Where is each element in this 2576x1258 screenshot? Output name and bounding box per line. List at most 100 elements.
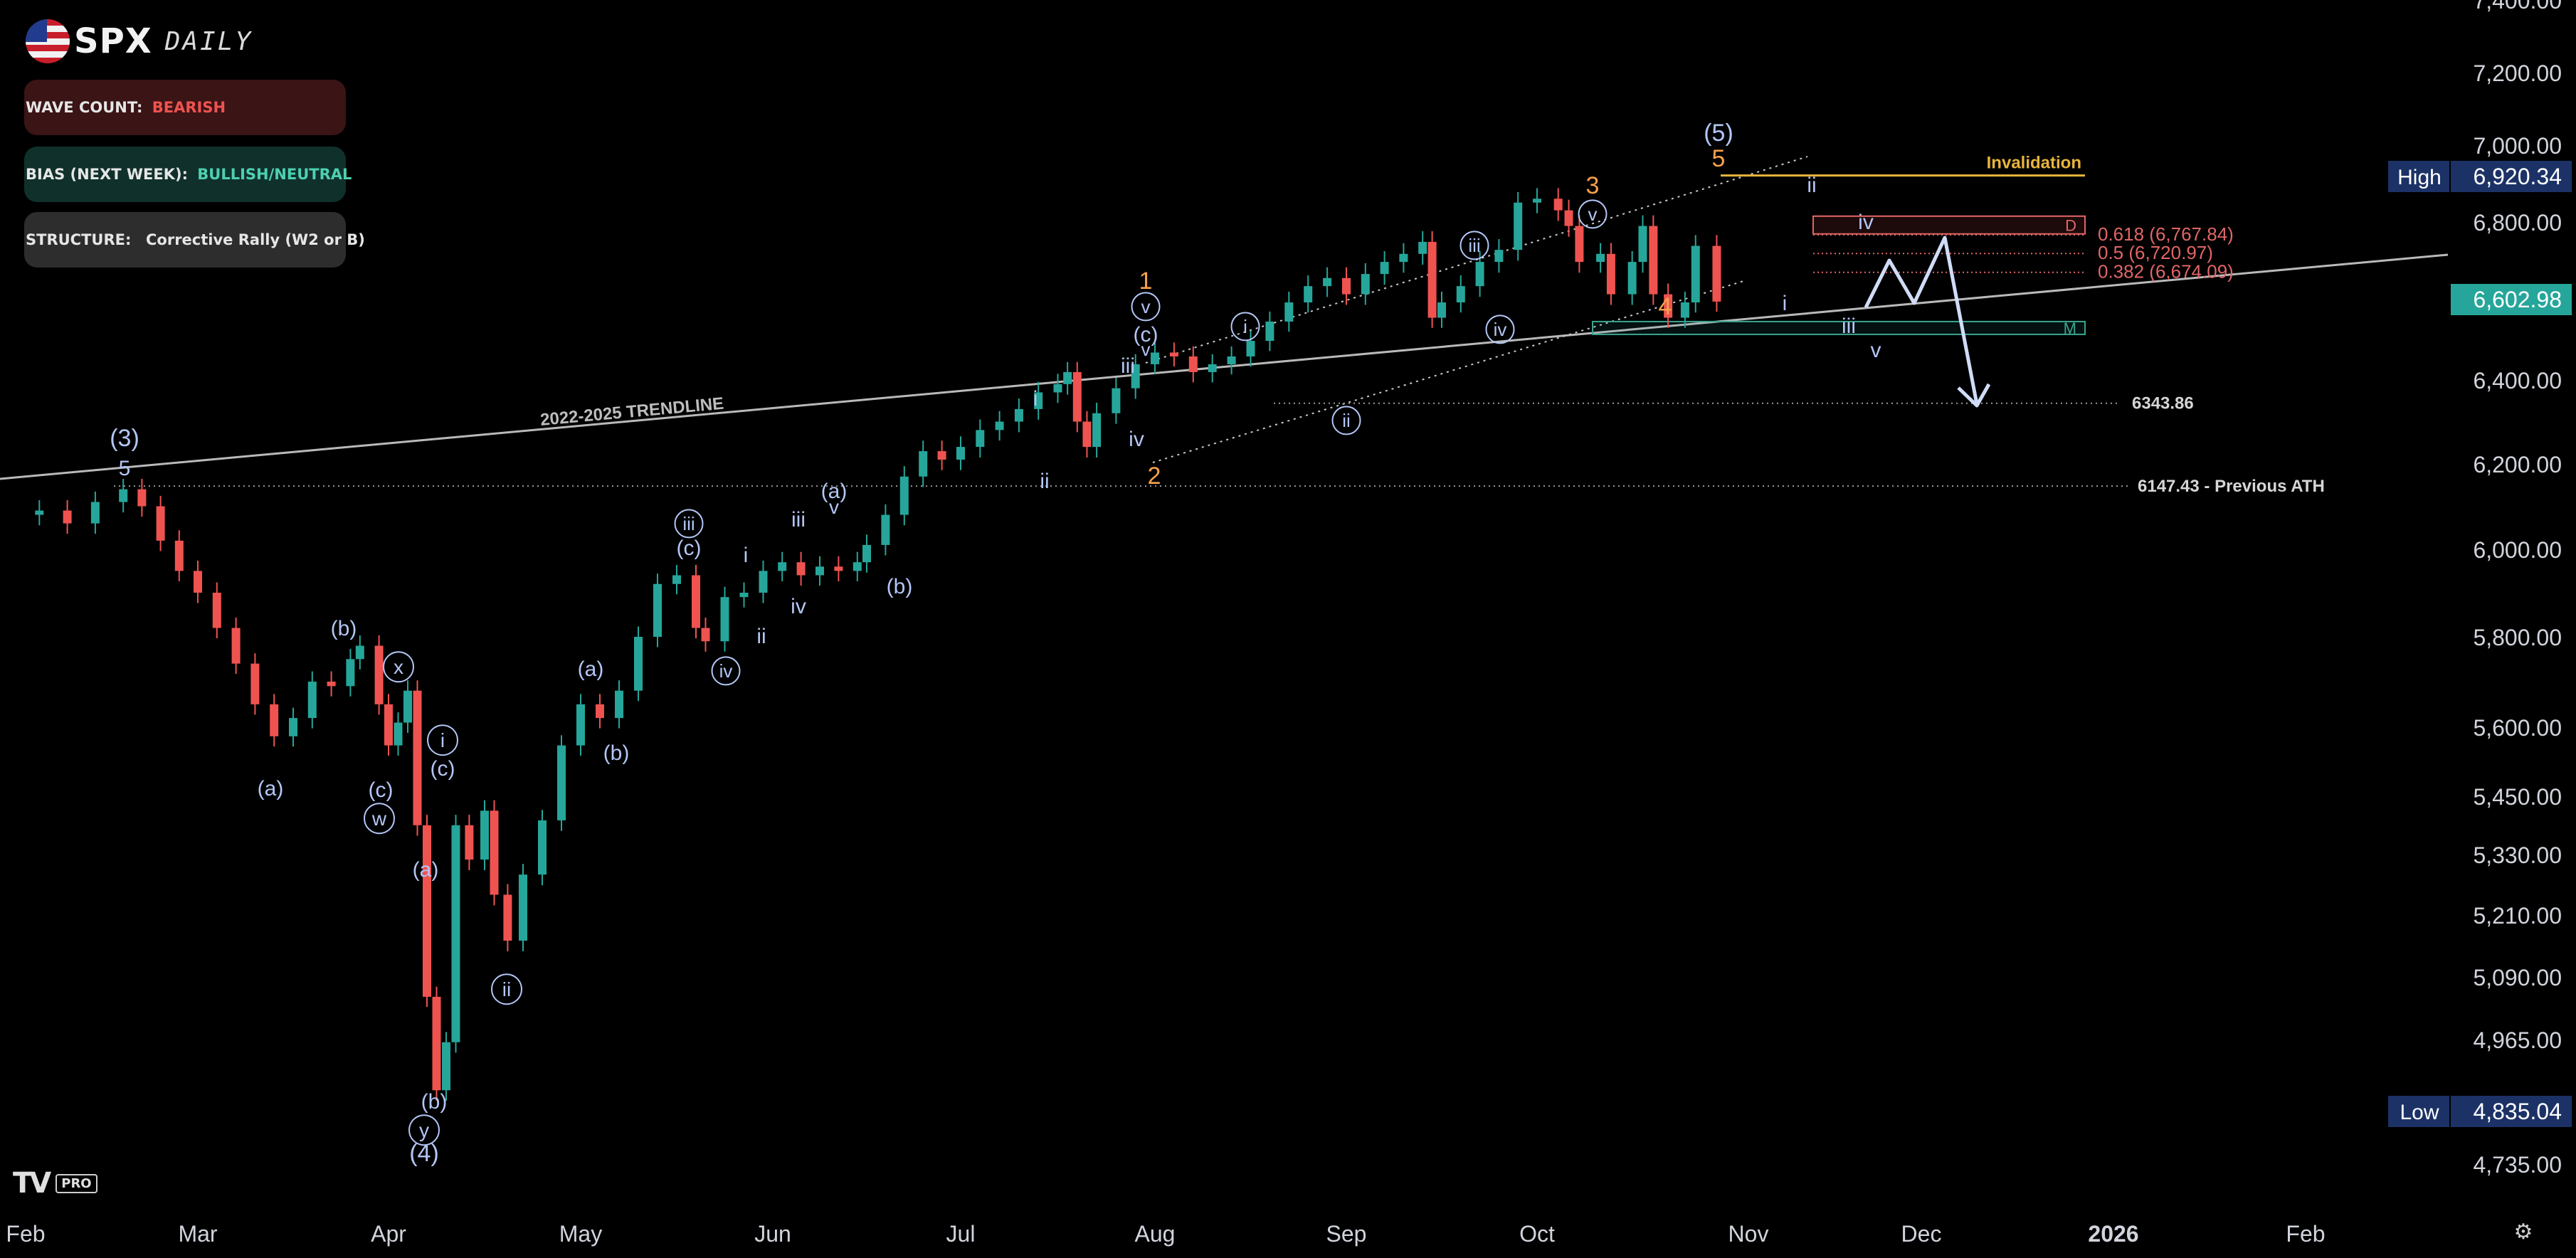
y-tick-label: 5,210.00 bbox=[2473, 903, 2562, 929]
candle-body bbox=[519, 874, 527, 941]
level-label: 6343.86 bbox=[2132, 394, 2194, 413]
x-tick-label: Sep bbox=[1326, 1221, 1367, 1247]
candle-body bbox=[834, 566, 843, 571]
candle-body bbox=[976, 430, 985, 448]
wave-label: (4) bbox=[409, 1140, 439, 1167]
wave-label: v bbox=[829, 496, 839, 518]
candle-body bbox=[1514, 202, 1523, 250]
wave-label: i bbox=[744, 544, 749, 567]
level-label: 0.618 (6,767.84) bbox=[2098, 223, 2234, 245]
candle-body bbox=[212, 592, 221, 628]
candle-body bbox=[63, 510, 72, 524]
candle-body bbox=[538, 820, 547, 875]
candle-body bbox=[1092, 413, 1102, 448]
panel-label: BIAS (NEXT WEEK): bbox=[26, 166, 194, 183]
x-tick-label: Feb bbox=[2286, 1221, 2325, 1247]
price-badge-value: 4,835.04 bbox=[2473, 1099, 2562, 1124]
support-zone bbox=[1592, 320, 2086, 335]
price-badge-label-bg bbox=[2388, 1096, 2449, 1127]
wave-label: iv bbox=[719, 660, 733, 682]
candle-body bbox=[862, 544, 871, 563]
wave-label-circle bbox=[711, 656, 741, 686]
candle-body bbox=[1456, 286, 1465, 302]
level-label: 0.382 (6,674.09) bbox=[2098, 261, 2234, 282]
candle-body bbox=[1437, 302, 1446, 318]
panel-value: BULLISH/NEUTRAL bbox=[197, 166, 352, 183]
trendline-2022-2025 bbox=[0, 253, 2449, 480]
candle-body bbox=[956, 447, 965, 460]
wave-label: ii bbox=[1040, 470, 1049, 493]
wave-label: v bbox=[1588, 204, 1598, 225]
wave-label: (c) bbox=[431, 757, 455, 781]
y-tick-label: 4,965.00 bbox=[2473, 1027, 2562, 1053]
candle-body bbox=[1169, 352, 1178, 356]
tradingview-logo: TV PRO bbox=[13, 1167, 97, 1200]
candle-body bbox=[1227, 356, 1236, 364]
gear-icon[interactable]: ⚙ bbox=[2513, 1220, 2533, 1244]
candle-body bbox=[289, 718, 297, 736]
wave-label-circle bbox=[427, 724, 458, 756]
candle-body bbox=[137, 489, 147, 507]
wave-label: iii bbox=[791, 508, 806, 532]
wave-label-circle bbox=[1230, 312, 1260, 342]
wave-label: v bbox=[1871, 339, 1881, 362]
wave-label: (c) bbox=[677, 536, 702, 560]
candle-body bbox=[1304, 286, 1313, 302]
x-tick-label: Nov bbox=[1728, 1221, 1769, 1247]
tv-logo-mark: TV bbox=[13, 1167, 51, 1200]
candle-body bbox=[1246, 341, 1255, 356]
candle-body bbox=[1112, 388, 1121, 413]
candle-body bbox=[720, 597, 729, 642]
y-tick-label: 5,090.00 bbox=[2473, 965, 2562, 990]
wave-label: x bbox=[394, 656, 403, 678]
tv-pro-badge: PRO bbox=[56, 1173, 97, 1193]
candle-body bbox=[759, 571, 768, 593]
candle-body bbox=[384, 704, 393, 746]
wave-label-circle bbox=[674, 509, 704, 539]
candle-body bbox=[270, 704, 279, 736]
panel-value: Corrective Rally (W2 or B) bbox=[146, 231, 365, 248]
candle-body bbox=[413, 690, 422, 825]
candle-body bbox=[327, 681, 336, 687]
wave-label: (a) bbox=[578, 657, 604, 681]
wave-label: (b) bbox=[331, 617, 357, 640]
candle-body bbox=[634, 637, 643, 691]
candle-body bbox=[1553, 199, 1563, 211]
candle-body bbox=[1131, 364, 1140, 388]
candle-body bbox=[1063, 371, 1072, 384]
candle-body bbox=[692, 575, 700, 628]
x-tick-label: Feb bbox=[6, 1221, 45, 1247]
y-tick-label: 7,200.00 bbox=[2473, 60, 2562, 86]
wave-label: (a) bbox=[413, 858, 439, 882]
wave-label: ii bbox=[1342, 410, 1351, 431]
candle-body bbox=[1151, 352, 1159, 364]
candle-body bbox=[423, 825, 431, 997]
wave-label-circle bbox=[1331, 406, 1361, 435]
price-badge-label: Low bbox=[2400, 1101, 2439, 1124]
wave-label: iv bbox=[1858, 211, 1874, 234]
x-tick-label: 2026 bbox=[2088, 1221, 2138, 1247]
y-tick-label: 7,000.00 bbox=[2473, 133, 2562, 159]
us-flag-icon bbox=[26, 19, 70, 63]
wave-labels: (3)5(a)(b)(c)xwi(c)(a)(b)y(4)ii(a)(b)iii… bbox=[110, 120, 1881, 1167]
brand-subtitle: DAILY bbox=[164, 26, 253, 56]
distribution-zone bbox=[1812, 215, 2086, 235]
candle-body bbox=[701, 628, 710, 642]
y-tick-label: 5,600.00 bbox=[2473, 715, 2562, 741]
wave-label: 4 bbox=[1659, 293, 1672, 320]
candle-body bbox=[156, 506, 165, 541]
candle-body bbox=[119, 489, 128, 502]
wave-label: 2 bbox=[1148, 462, 1161, 490]
panel-label: WAVE COUNT: bbox=[26, 99, 148, 116]
wave-label: v bbox=[1141, 296, 1151, 317]
wave-label-circle bbox=[364, 803, 395, 835]
y-tick-label: 7,400.00 bbox=[2473, 0, 2562, 14]
candle-body bbox=[852, 562, 862, 571]
candle-body bbox=[1575, 226, 1584, 263]
candle-body bbox=[796, 562, 806, 576]
candle-body bbox=[1323, 278, 1332, 287]
wave-label: iii bbox=[1468, 235, 1480, 256]
panel-label: STRUCTURE: bbox=[26, 231, 142, 248]
wave-label: ii bbox=[502, 978, 511, 1000]
